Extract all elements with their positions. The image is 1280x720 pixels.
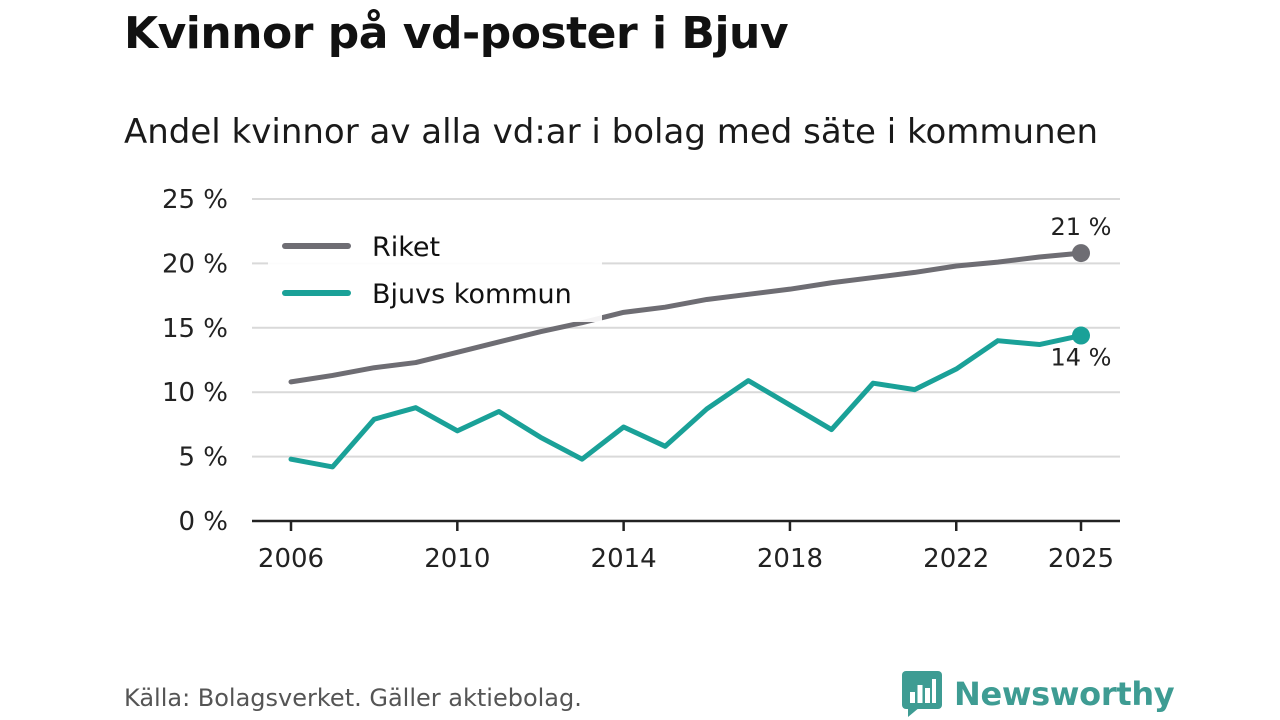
end-points: 21 % 14 % (1051, 213, 1112, 371)
x-axis: 2006 2010 2014 2018 2022 2025 (252, 519, 1120, 574)
legend-background (268, 226, 602, 322)
x-tick-label: 2006 (258, 544, 324, 574)
y-tick-label: 15 % (162, 314, 228, 344)
end-value-label: 14 % (1051, 344, 1112, 372)
y-tick-label: 25 % (162, 185, 228, 215)
legend-label: Riket (372, 232, 440, 263)
series-lines (288, 250, 1084, 470)
y-tick-label: 5 % (178, 443, 228, 473)
end-value-label: 21 % (1051, 213, 1112, 241)
legend: Riket Bjuvs kommun (268, 226, 602, 322)
brand-name: Newsworthy (954, 675, 1175, 713)
end-point-marker (1072, 244, 1090, 263)
series-line-riket (288, 250, 1084, 385)
y-tick-label: 0 % (178, 507, 228, 537)
bar-chart-speech-bubble-icon (902, 671, 942, 717)
series-line-bjuvs-kommun (288, 333, 1084, 470)
x-tick-label: 2014 (591, 544, 657, 574)
chart-subtitle: Andel kvinnor av alla vd:ar i bolag med … (124, 112, 1099, 152)
source-note: Källa: Bolagsverket. Gäller aktiebolag. (124, 684, 582, 712)
legend-label: Bjuvs kommun (372, 279, 572, 310)
chart-title: Kvinnor på vd-poster i Bjuv (124, 8, 789, 59)
x-tick-label: 2025 (1048, 544, 1114, 574)
end-point-marker (1072, 326, 1090, 345)
brand-logo: Newsworthy (902, 670, 1175, 718)
y-tick-label: 20 % (162, 249, 228, 279)
x-tick-label: 2022 (923, 544, 989, 574)
x-tick-label: 2010 (424, 544, 490, 574)
x-tick-label: 2018 (757, 544, 823, 574)
y-axis-ticks: 0 % 5 % 10 % 15 % 20 % 25 % (162, 185, 228, 537)
y-tick-label: 10 % (162, 378, 228, 408)
